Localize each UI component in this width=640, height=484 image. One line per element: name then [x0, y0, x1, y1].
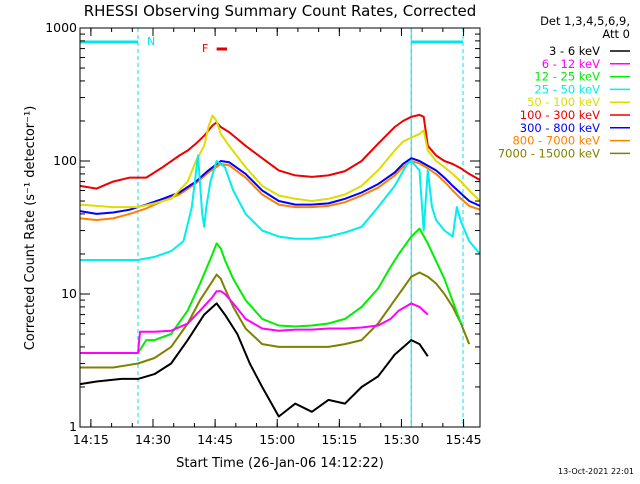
x-tick-label: 15:45 [446, 432, 482, 447]
x-tick-label: 14:30 [135, 432, 171, 447]
legend-item-label: 50 - 100 keV [527, 95, 600, 109]
y-axis-ticks: 1 10 100 1000 [45, 20, 480, 434]
plot-area [79, 28, 481, 427]
y-tick-label: 10 [61, 286, 77, 301]
series-line-25-50-kev [80, 154, 481, 261]
footer-date: 13-Oct-2021 22:01 [558, 467, 634, 476]
x-axis-ticks: 14:15 14:30 14:45 15:00 15:15 15:30 15:45 [73, 28, 482, 447]
x-tick-label: 15:00 [259, 432, 295, 447]
night-annotation-label: N [147, 35, 155, 48]
series-line-50-100-kev [79, 114, 481, 209]
plot-frame [79, 27, 481, 428]
series-line-12-25-kev [80, 227, 462, 354]
legend-item-label: 7000 - 15000 keV [498, 146, 600, 160]
series-line-300-800-kev [79, 157, 481, 215]
y-tick-label: 1 [69, 419, 77, 434]
y-tick-label: 100 [53, 153, 77, 168]
x-axis-label: Start Time (26-Jan-06 14:12:22) [176, 456, 384, 471]
y-axis-label: Corrected Count Rate (s⁻¹ detector⁻¹) [23, 106, 38, 351]
y-tick-label: 1000 [45, 20, 77, 35]
legend-item-label: 25 - 50 keV [534, 82, 600, 96]
flare-annotation-label: F [202, 42, 208, 55]
x-tick-label: 14:15 [73, 432, 109, 447]
legend-item-label: 300 - 800 keV [520, 121, 600, 135]
series-line-6-12-kev [80, 290, 429, 354]
legend-header-line-1: Det 1,3,4,5,6,9, [540, 14, 630, 28]
legend-item-label: 3 - 6 keV [549, 44, 600, 58]
x-tick-label: 15:15 [321, 432, 357, 447]
x-tick-label: 15:30 [383, 432, 419, 447]
series-line-3-6-kev [79, 302, 429, 418]
legend-header-line-2: Att 0 [602, 27, 630, 41]
x-tick-label: 14:45 [197, 432, 233, 447]
legend-item-label: 100 - 300 keV [520, 108, 600, 122]
legend-item-label: 800 - 7000 keV [512, 134, 600, 148]
series-line-100-300-kev [79, 113, 481, 190]
chart-title: RHESSI Observing Summary Count Rates, Co… [84, 2, 477, 20]
legend-item-label: 12 - 25 keV [534, 70, 600, 84]
legend-item-label: 6 - 12 keV [542, 57, 600, 71]
